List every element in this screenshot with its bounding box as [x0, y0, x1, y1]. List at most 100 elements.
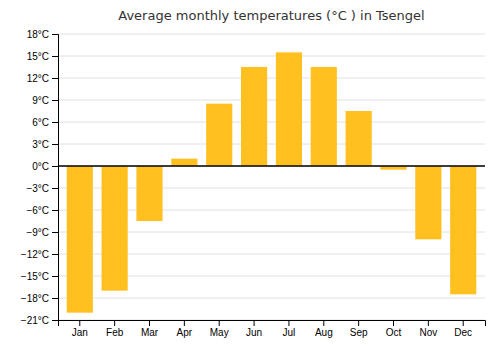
y-tick-mark — [52, 298, 58, 299]
x-axis-line — [59, 321, 486, 327]
grid-line — [58, 298, 485, 299]
x-tick-label: Jun — [246, 327, 262, 338]
y-tick-mark — [52, 188, 58, 189]
x-tick: Sep — [350, 320, 368, 338]
y-tick: −18°C — [21, 293, 58, 304]
y-tick: 12°C — [27, 73, 58, 84]
y-tick-mark — [52, 56, 58, 57]
x-tick-label: Mar — [141, 327, 159, 338]
x-tick-label: Sep — [350, 327, 368, 338]
bar — [346, 111, 372, 166]
y-tick: −3°C — [26, 183, 58, 194]
x-tick-mark — [114, 320, 115, 326]
y-tick-mark — [52, 254, 58, 255]
y-tick-mark — [52, 166, 58, 167]
y-axis-line — [52, 35, 59, 321]
y-tick-mark — [52, 78, 58, 79]
x-tick-label: Feb — [106, 327, 124, 338]
x-tick-mark — [254, 320, 255, 326]
x-tick-label: Nov — [419, 327, 437, 338]
x-tick: Feb — [106, 320, 124, 338]
x-tick: Jun — [246, 320, 262, 338]
bar — [241, 67, 267, 166]
y-axis: −21°C −18°C −15°C −12°C −9°C −6°C −3°C 0°C 3°C 6°… — [21, 29, 59, 326]
bar — [415, 166, 441, 239]
y-tick-label: −18°C — [21, 293, 49, 304]
grid-line — [58, 144, 485, 145]
y-tick: 0°C — [32, 161, 58, 172]
bar — [171, 159, 197, 166]
bar — [311, 67, 337, 166]
y-tick: −15°C — [21, 271, 58, 282]
y-tick-label: 3°C — [32, 139, 49, 150]
x-tick: Oct — [386, 320, 402, 338]
y-tick: −12°C — [21, 249, 58, 260]
y-tick-label: −15°C — [21, 271, 49, 282]
plot: −21°C −18°C −15°C −12°C −9°C −6°C −3°C 0°C 3°C 6°… — [21, 29, 486, 338]
grid-line — [58, 56, 485, 57]
x-tick-mark — [79, 320, 80, 326]
chart: Average monthly temperatures (°C ) in Ts… — [0, 0, 500, 350]
bar — [276, 52, 302, 166]
y-tick: 18°C — [27, 29, 58, 40]
grid-line — [58, 166, 485, 167]
title: Average monthly temperatures (°C ) in Ts… — [118, 8, 424, 23]
y-tick: 3°C — [32, 139, 58, 150]
y-tick-mark — [52, 276, 58, 277]
y-tick: −6°C — [26, 205, 58, 216]
y-tick-label: 6°C — [32, 117, 49, 128]
y-tick-label: −12°C — [21, 249, 49, 260]
x-tick-mark — [184, 320, 185, 326]
y-tick-mark — [52, 320, 58, 321]
y-tick-mark — [52, 100, 58, 101]
y-tick-label: −3°C — [26, 183, 49, 194]
x-tick-label: Aug — [315, 327, 333, 338]
x-tick-label: Apr — [177, 327, 193, 338]
grid-line — [58, 78, 485, 79]
y-tick: 6°C — [32, 117, 58, 128]
x-tick: Jan — [72, 320, 88, 338]
x-tick-label: Jul — [283, 327, 296, 338]
bar — [450, 166, 476, 294]
x-tick-mark — [323, 320, 324, 326]
y-tick-mark — [52, 232, 58, 233]
x-tick-mark — [358, 320, 359, 326]
y-tick-label: −9°C — [26, 227, 49, 238]
x-tick-mark — [288, 320, 289, 326]
y-tick-mark — [52, 122, 58, 123]
bars — [67, 52, 477, 312]
y-tick: 9°C — [32, 95, 58, 106]
zero-line — [58, 165, 485, 167]
grid — [58, 34, 485, 320]
y-tick-mark — [52, 210, 58, 211]
bar — [102, 166, 128, 291]
x-tick: Dec — [454, 320, 472, 338]
y-tick: −9°C — [26, 227, 58, 238]
x-tick: Apr — [177, 320, 193, 338]
grid-line — [58, 34, 485, 35]
x-tick: Mar — [141, 320, 159, 338]
x-tick: Nov — [419, 320, 437, 338]
y-tick-label: 18°C — [27, 29, 49, 40]
x-tick-mark — [149, 320, 150, 326]
x-tick-mark — [428, 320, 429, 326]
grid-line — [58, 100, 485, 101]
x-tick-mark — [463, 320, 464, 326]
y-tick-label: −21°C — [21, 315, 49, 326]
y-tick: 15°C — [27, 51, 58, 62]
y-tick-label: 15°C — [27, 51, 49, 62]
y-tick-mark — [52, 34, 58, 35]
x-tick: May — [210, 320, 229, 338]
bar — [67, 166, 93, 313]
y-tick-label: 12°C — [27, 73, 49, 84]
x-tick: Aug — [315, 320, 333, 338]
y-tick-label: 0°C — [32, 161, 49, 172]
y-tick: −21°C — [21, 315, 58, 326]
x-tick-label: Dec — [454, 327, 472, 338]
bar — [206, 104, 232, 166]
x-tick: Jul — [283, 320, 296, 338]
x-tick-label: Jan — [72, 327, 88, 338]
y-tick-label: 9°C — [32, 95, 49, 106]
x-tick-label: Oct — [386, 327, 402, 338]
x-tick-label: May — [210, 327, 229, 338]
